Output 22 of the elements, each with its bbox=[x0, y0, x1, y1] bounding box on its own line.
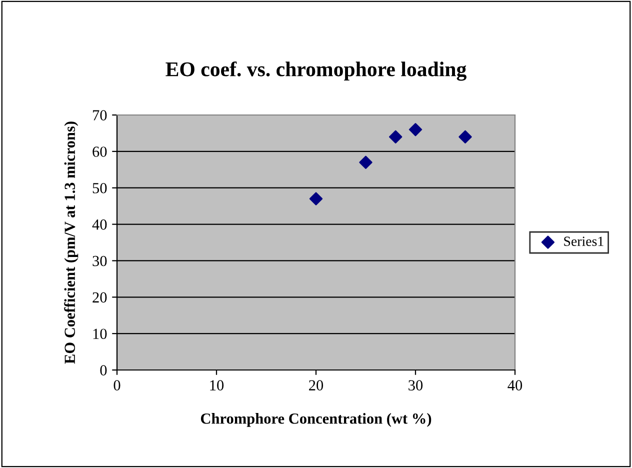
y-tick-label: 70 bbox=[93, 110, 107, 120]
x-tick-label: 40 bbox=[508, 380, 522, 390]
x-tick-label: 30 bbox=[408, 380, 423, 390]
x-tick-label: 20 bbox=[309, 380, 324, 390]
legend-label: Series1 bbox=[564, 236, 604, 246]
point bbox=[408, 122, 422, 136]
y-tick-label: 60 bbox=[92, 146, 107, 157]
x-tick-label: 10 bbox=[210, 380, 224, 390]
point bbox=[458, 130, 472, 144]
y-tick-label: 40 bbox=[92, 219, 107, 230]
y-tick-label: 0 bbox=[100, 365, 107, 376]
point bbox=[389, 130, 402, 144]
y-axis-title: EO Coefficient (pm/V at 1.3 microns) bbox=[64, 122, 78, 364]
y-tick-label: 20 bbox=[92, 292, 107, 303]
y-tick-label: 10 bbox=[93, 328, 107, 340]
point bbox=[309, 192, 323, 206]
x-axis-title: Chromphore Concentration (wt %) bbox=[200, 413, 432, 427]
point bbox=[359, 156, 372, 169]
x-tick-label: 0 bbox=[114, 380, 120, 390]
y-tick-label: 50 bbox=[92, 183, 107, 194]
chart-title: EO coef. vs. chromophore loading bbox=[166, 61, 466, 81]
y-tick-label: 30 bbox=[92, 256, 107, 266]
